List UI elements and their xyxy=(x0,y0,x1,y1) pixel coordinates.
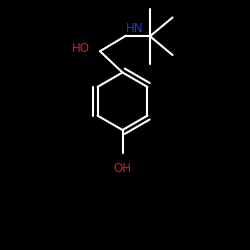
Text: HN: HN xyxy=(126,22,144,35)
Text: OH: OH xyxy=(114,162,132,175)
Text: HO: HO xyxy=(72,42,90,55)
